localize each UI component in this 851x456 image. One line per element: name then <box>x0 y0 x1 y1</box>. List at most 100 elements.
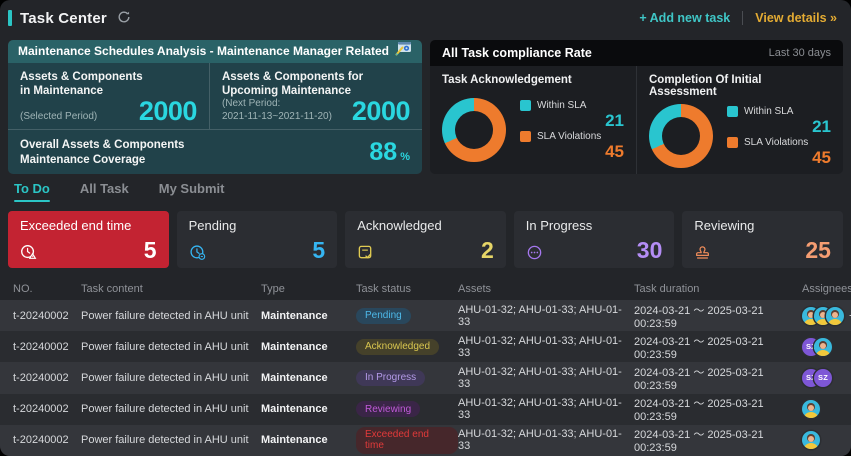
clock-alert-icon <box>20 243 38 261</box>
legend-label: Within SLA <box>744 105 794 117</box>
top-bar: Task Center + Add new task View details … <box>0 0 851 36</box>
maintenance-schedules-panel: Maintenance Schedules Analysis - Mainten… <box>8 40 422 174</box>
tab-my-submit[interactable]: My Submit <box>158 181 225 196</box>
col-task-status: Task status <box>356 282 412 295</box>
status-badge: Pending <box>356 307 411 324</box>
tab-to-do[interactable]: To Do <box>14 181 50 202</box>
cell-assets: AHU-01-32; AHU-01-33; AHU-01-33 <box>458 303 622 328</box>
col-assets: Assets <box>458 282 492 295</box>
stat-label: Assets & Components for <box>221 70 364 83</box>
cell-task-content: Power failure detected in AHU unit <box>81 403 249 416</box>
refresh-icon[interactable] <box>117 10 131 26</box>
initial-assessment-chart: Completion Of Initial Assessment Within … <box>636 66 843 174</box>
col-type: Type <box>261 282 285 295</box>
top-divider <box>742 11 744 25</box>
in-progress-icon <box>526 243 544 261</box>
table-header-row: NO. Task content Type Task status Assets… <box>0 277 851 300</box>
cell-assets: AHU-01-32; AHU-01-33; AHU-01-33 <box>458 397 622 422</box>
coverage-value: 88 <box>369 138 398 167</box>
table-row[interactable]: t-20240002 Power failure detected in AHU… <box>0 393 851 425</box>
stat-label: Upcoming Maintenance <box>221 84 352 97</box>
compliance-panel-title: All Task compliance Rate <box>442 46 592 60</box>
status-cards-row: Exceeded end time 5 Pending 5 Acknowledg… <box>8 211 843 268</box>
legend-swatch-within-sla <box>727 105 738 117</box>
page-title: Task Center <box>20 9 107 27</box>
card-label: In Progress <box>525 218 593 233</box>
legend-label: SLA Violations <box>537 130 602 142</box>
add-new-task-button[interactable]: + Add new task <box>639 11 731 25</box>
stat-label: Assets & Components <box>20 70 143 83</box>
card-label: Pending <box>188 218 237 233</box>
cell-type: Maintenance <box>261 434 328 447</box>
col-assignees: Assignees <box>802 282 851 295</box>
title-accent-bar <box>8 10 12 26</box>
stat-label: Overall Assets & Components <box>20 139 185 152</box>
card-acknowledged[interactable]: Acknowledged 2 <box>345 211 506 268</box>
legend-label: Within SLA <box>537 99 587 111</box>
status-badge: In Progress <box>356 369 426 386</box>
maintenance-tools-icon <box>395 41 412 61</box>
extra-assignees-count[interactable]: +4 <box>849 310 851 322</box>
stat-subtext: (Selected Period) <box>20 110 98 122</box>
cell-assets: AHU-01-32; AHU-01-33; AHU-01-33 <box>458 365 622 390</box>
card-value: 5 <box>143 237 157 264</box>
chart-title: Task Acknowledgement <box>442 74 572 86</box>
cell-duration: 2024-03-21 ～ 2025-03-21 00:23:59 <box>634 335 764 361</box>
assignees-cell: +4 <box>802 306 851 325</box>
stat-value: 2000 <box>138 96 198 126</box>
assignees-cell: SZ SZ <box>802 368 851 387</box>
table-row[interactable]: t-20240002 Power failure detected in AHU… <box>0 300 851 332</box>
cell-no: t-20240002 <box>13 340 69 353</box>
status-badge: Exceeded end time <box>356 426 458 454</box>
cell-duration: 2024-03-21 ～ 2025-03-21 00:23:59 <box>634 429 764 455</box>
card-label: Reviewing <box>694 218 755 233</box>
stat-label: Maintenance Coverage <box>20 153 146 166</box>
assignees-cell <box>802 400 851 419</box>
cell-type: Maintenance <box>261 371 328 384</box>
table-row[interactable]: t-20240002 Power failure detected in AHU… <box>0 362 851 394</box>
table-row[interactable]: t-20240002 Power failure detected in AHU… <box>0 424 851 456</box>
cell-task-content: Power failure detected in AHU unit <box>81 309 249 322</box>
cell-task-content: Power failure detected in AHU unit <box>81 340 249 353</box>
legend-value-within-sla: 21 <box>812 116 831 136</box>
status-badge: Reviewing <box>356 401 421 418</box>
cell-assets: AHU-01-32; AHU-01-33; AHU-01-33 <box>458 334 622 359</box>
pending-clock-icon <box>189 243 207 261</box>
col-no: NO. <box>13 282 33 295</box>
donut-chart <box>649 104 713 168</box>
card-value: 5 <box>312 237 326 264</box>
avatar[interactable] <box>802 431 820 450</box>
table-row[interactable]: t-20240002 Power failure detected in AHU… <box>0 331 851 363</box>
cell-no: t-20240002 <box>13 403 69 416</box>
card-reviewing[interactable]: Reviewing 25 <box>682 211 843 268</box>
card-value: 2 <box>480 237 494 264</box>
card-in-progress[interactable]: In Progress 30 <box>513 211 675 268</box>
avatar[interactable] <box>826 306 844 325</box>
cell-type: Maintenance <box>261 403 328 416</box>
legend-value-sla-violations: 45 <box>812 147 831 167</box>
col-task-duration: Task duration <box>634 282 700 295</box>
cell-no: t-20240002 <box>13 309 69 322</box>
compliance-period-label: Last 30 days <box>768 47 831 59</box>
donut-chart <box>442 98 506 162</box>
compliance-rate-panel: All Task compliance Rate Last 30 days Ta… <box>430 40 843 174</box>
avatar-initials[interactable]: SZ <box>814 368 832 387</box>
avatar[interactable] <box>802 400 820 419</box>
reviewing-stamp-icon <box>694 243 712 261</box>
tab-all-task[interactable]: All Task <box>79 181 129 196</box>
cell-no: t-20240002 <box>13 434 69 447</box>
cell-task-content: Power failure detected in AHU unit <box>81 434 249 447</box>
coverage-unit: % <box>400 151 410 164</box>
card-exceeded-end-time[interactable]: Exceeded end time 5 <box>8 211 169 268</box>
legend-value-sla-violations: 45 <box>605 141 624 161</box>
cell-type: Maintenance <box>261 309 328 322</box>
card-label: Exceeded end time <box>20 218 132 233</box>
col-task-content: Task content <box>81 282 143 295</box>
cell-assets: AHU-01-32; AHU-01-33; AHU-01-33 <box>458 428 622 453</box>
view-details-link[interactable]: View details » <box>755 11 837 25</box>
legend-label: SLA Violations <box>744 136 809 148</box>
card-pending[interactable]: Pending 5 <box>176 211 338 268</box>
avatar[interactable] <box>814 337 832 356</box>
card-value: 25 <box>805 237 831 264</box>
